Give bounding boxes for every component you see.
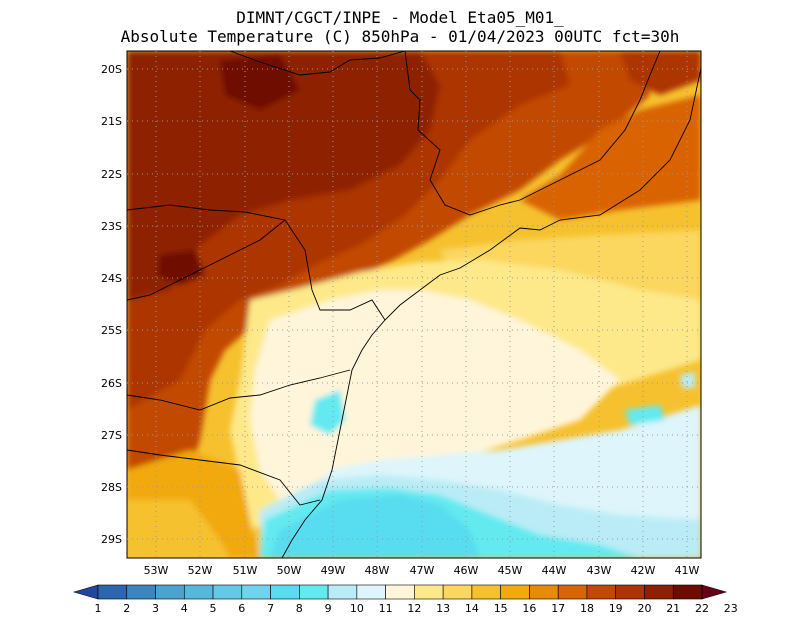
region-13c <box>250 290 620 500</box>
colorbar-swatch <box>385 584 415 600</box>
lon-label-47w: 47W <box>410 564 435 577</box>
colorbar-arrow-right <box>701 584 728 600</box>
colorbar-label: 14 <box>465 602 479 615</box>
colorbar-label: 12 <box>407 602 421 615</box>
lon-label-51w: 51W <box>233 564 258 577</box>
border-sc-rs <box>127 449 321 506</box>
lon-label-49w: 49W <box>321 564 346 577</box>
colorbar-label: 17 <box>551 602 565 615</box>
lon-label-41w: 41W <box>675 564 700 577</box>
colorbar-label: 7 <box>267 602 274 615</box>
lat-label-27s: 27S <box>101 429 122 442</box>
lat-label-24s: 24S <box>101 272 122 285</box>
border-ms-mg <box>229 51 406 76</box>
colorbar-label: 23 <box>724 602 738 615</box>
region-9c-blob <box>310 390 345 435</box>
lat-label-23s: 23S <box>101 220 122 233</box>
colorbar-swatch <box>241 584 271 600</box>
colorbar-swatch <box>442 584 473 600</box>
border-pr-sc <box>127 369 351 411</box>
colorbar-label: 1 <box>95 602 102 615</box>
lon-label-52w: 52W <box>188 564 213 577</box>
colorbar-arrow-left <box>72 584 99 600</box>
colorbar-swatch <box>586 584 617 600</box>
colorbar-label: 11 <box>379 602 393 615</box>
colorbar-swatch <box>356 584 386 600</box>
lon-axis: 53W 52W 51W 50W 49W 48W 47W 46W 45W 44W … <box>144 564 700 577</box>
colorbar-label: 13 <box>436 602 450 615</box>
lon-label-43w: 43W <box>587 564 612 577</box>
lon-label-46w: 46W <box>454 564 479 577</box>
map-frame <box>126 50 702 559</box>
colorbar-swatch <box>500 584 530 600</box>
lat-label-21s: 21S <box>101 115 122 128</box>
border-pr-ms <box>127 219 286 301</box>
colorbar-swatch <box>327 584 358 600</box>
lat-label-29s: 29S <box>101 533 122 546</box>
region-18c-east <box>520 95 701 220</box>
lat-label-25s: 25S <box>101 324 122 337</box>
lon-label-45w: 45W <box>498 564 523 577</box>
colorbar-swatch <box>529 584 559 600</box>
boundaries <box>127 51 701 558</box>
colorbar-swatch <box>212 584 243 600</box>
colorbar-label: 16 <box>522 602 536 615</box>
coastline <box>281 67 701 558</box>
lat-label-28s: 28S <box>101 481 122 494</box>
colorbar-swatch <box>471 584 501 600</box>
colorbar: 1 2 3 4 5 6 7 8 9 10 11 12 13 14 15 16 17 18 19 20 21 22 23 <box>72 584 738 615</box>
region-21c <box>127 51 440 300</box>
colorbar-label: 6 <box>238 602 245 615</box>
colorbar-label: 9 <box>325 602 332 615</box>
colorbar-label: 21 <box>666 602 680 615</box>
colorbar-swatch <box>644 584 674 600</box>
border-mg-rj-es <box>519 51 661 201</box>
graticule <box>127 51 701 558</box>
title-line-1: DIMNT/CGCT/INPE - Model Eta05_M01_ <box>236 8 564 27</box>
colorbar-label: 10 <box>350 602 364 615</box>
lat-label-26s: 26S <box>101 377 122 390</box>
lat-label-20s: 20S <box>101 63 122 76</box>
colorbar-swatch <box>557 584 588 600</box>
colorbar-label: 8 <box>296 602 303 615</box>
colorbar-swatch <box>672 584 703 600</box>
colorbar-swatch <box>270 584 300 600</box>
lon-label-48w: 48W <box>365 564 390 577</box>
lon-label-42w: 42W <box>631 564 656 577</box>
colorbar-swatch <box>615 584 645 600</box>
colorbar-swatch <box>155 584 185 600</box>
colorbar-swatch <box>414 584 444 600</box>
region-8c <box>270 495 480 558</box>
lon-label-50w: 50W <box>277 564 302 577</box>
border-sp-pr <box>127 204 386 321</box>
lon-label-53w: 53W <box>144 564 169 577</box>
border-mg-sp <box>404 51 521 216</box>
colorbar-label: 5 <box>210 602 217 615</box>
colorbar-label: 22 <box>695 602 709 615</box>
lat-axis: 20S 21S 22S 23S 24S 25S 26S 27S 28S 29S <box>101 63 122 546</box>
colorbar-label: 2 <box>123 602 130 615</box>
region-20c-ne <box>620 51 701 95</box>
colorbar-label: 15 <box>494 602 508 615</box>
lon-label-44w: 44W <box>542 564 567 577</box>
colorbar-label: 19 <box>609 602 623 615</box>
region-10c-blob <box>680 372 695 388</box>
colorbar-swatch <box>97 584 128 600</box>
lat-label-22s: 22S <box>101 168 122 181</box>
region-22c-blob <box>158 250 205 285</box>
temperature-field <box>127 51 701 558</box>
region-9c-blob-east <box>625 405 665 425</box>
colorbar-swatch <box>299 584 329 600</box>
colorbar-swatch <box>126 584 156 600</box>
colorbar-swatch <box>183 584 214 600</box>
region-17c-sw <box>127 500 230 558</box>
colorbar-label: 20 <box>638 602 652 615</box>
colorbar-label: 18 <box>580 602 594 615</box>
colorbar-label: 3 <box>152 602 159 615</box>
title-line-2: Absolute Temperature (C) 850hPa - 01/04/… <box>120 27 680 46</box>
colorbar-label: 4 <box>181 602 188 615</box>
